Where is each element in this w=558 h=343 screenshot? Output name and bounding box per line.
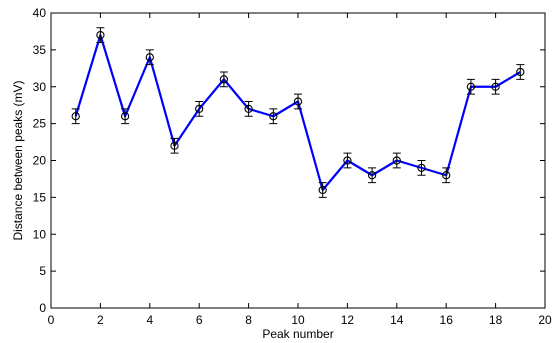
x-tick-label: 10	[291, 313, 305, 327]
tick-labels: 0 2 4 6 8 10 12 14 16 18 20 0 5 10 15 20 25 30 35 40	[33, 6, 552, 327]
data-point-marker	[219, 75, 229, 84]
data-point-marker	[195, 104, 204, 114]
x-tick-label: 6	[196, 313, 203, 327]
x-tick-label: 2	[97, 313, 104, 327]
data-point-marker	[269, 112, 278, 121]
data-point-marker	[120, 112, 130, 121]
y-tick-label: 20	[33, 154, 47, 168]
y-tick-label: 10	[33, 227, 47, 241]
data-point-marker	[367, 171, 377, 180]
data-point-marker	[170, 141, 179, 150]
x-tick-label: 12	[341, 313, 355, 327]
data-point-marker	[343, 156, 352, 165]
data-point-marker	[145, 53, 154, 62]
data-point-marker	[516, 67, 525, 77]
y-tick-label: 35	[33, 43, 47, 57]
plot-area	[51, 13, 545, 308]
data-point-marker	[71, 112, 80, 121]
y-axis-title: Distance between peaks (mV)	[11, 80, 25, 240]
y-tick-label: 40	[33, 6, 47, 20]
x-tick-label: 0	[48, 313, 55, 327]
y-tick-label: 0	[39, 301, 46, 315]
data-point-marker	[466, 82, 476, 91]
x-tick-label: 18	[489, 313, 503, 327]
y-tick-label: 25	[33, 117, 47, 131]
x-tick-label: 8	[245, 313, 252, 327]
data-point-marker	[293, 97, 303, 106]
x-axis-title: Peak number	[262, 327, 333, 341]
data-point-marker	[442, 171, 451, 180]
data-point-marker	[318, 185, 327, 195]
y-tick-label: 15	[33, 190, 47, 204]
x-tick-label: 14	[390, 313, 404, 327]
data-point-marker	[392, 156, 401, 165]
x-tick-label: 20	[538, 313, 552, 327]
data-point-marker	[244, 104, 253, 114]
series-layer	[71, 27, 525, 198]
data-point-marker	[417, 163, 426, 173]
y-tick-label: 30	[33, 80, 47, 94]
plot-frame	[50, 12, 546, 309]
y-tick-label: 5	[39, 264, 46, 278]
data-point-marker	[491, 82, 500, 91]
x-tick-label: 4	[146, 313, 153, 327]
x-tick-label: 16	[440, 313, 454, 327]
data-point-marker	[96, 30, 105, 40]
